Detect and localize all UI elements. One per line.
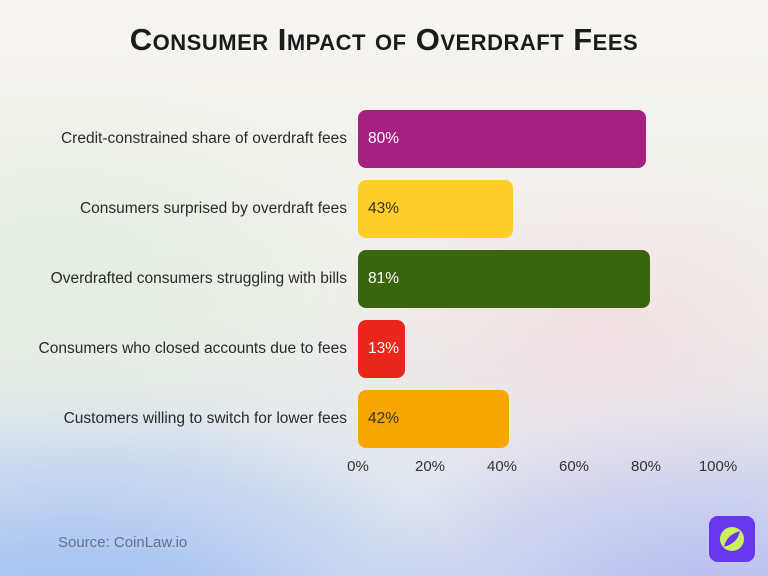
category-label: Overdrafted consumers struggling with bi… bbox=[50, 269, 347, 287]
bar: 13% bbox=[358, 320, 405, 378]
bar: 80% bbox=[358, 110, 646, 168]
x-axis-tick-label: 40% bbox=[486, 458, 518, 475]
source-attribution: Source: CoinLaw.io bbox=[58, 534, 188, 551]
bar: 42% bbox=[358, 390, 510, 448]
bar-track: 81% bbox=[358, 250, 738, 308]
x-axis-tick-label: 100% bbox=[698, 458, 738, 475]
bar-row: Consumers surprised by overdraft fees 43% bbox=[0, 174, 768, 244]
bar-value-label: 81% bbox=[368, 270, 400, 287]
x-axis: 0% 20% 40% 60% 80% 100% bbox=[347, 458, 738, 482]
bar-track: 42% bbox=[358, 390, 738, 448]
coinlaw-logo bbox=[709, 516, 755, 562]
compass-leaf-icon bbox=[720, 527, 744, 551]
bar-value-label: 43% bbox=[368, 200, 400, 217]
bar-track: 80% bbox=[358, 110, 738, 168]
bar-value-label: 80% bbox=[368, 130, 400, 147]
bar-row: Consumers who closed accounts due to fee… bbox=[0, 314, 768, 384]
x-axis-tick-label: 60% bbox=[558, 458, 590, 475]
bar: 43% bbox=[358, 180, 513, 238]
category-label: Consumers who closed accounts due to fee… bbox=[38, 339, 347, 357]
x-axis-tick-label: 20% bbox=[414, 458, 446, 475]
bar-chart: Credit-constrained share of overdraft fe… bbox=[0, 104, 768, 482]
bar-row: Customers willing to switch for lower fe… bbox=[0, 384, 768, 454]
bar-track: 13% bbox=[358, 320, 738, 378]
bar-row: Credit-constrained share of overdraft fe… bbox=[0, 104, 768, 174]
x-axis-tick-label: 80% bbox=[630, 458, 662, 475]
category-label: Customers willing to switch for lower fe… bbox=[63, 409, 347, 427]
bar: 81% bbox=[358, 250, 650, 308]
bar-value-label: 13% bbox=[368, 340, 400, 357]
category-label: Consumers surprised by overdraft fees bbox=[79, 199, 347, 217]
bar-row: Overdrafted consumers struggling with bi… bbox=[0, 244, 768, 314]
category-label: Credit-constrained share of overdraft fe… bbox=[60, 129, 347, 147]
bar-track: 43% bbox=[358, 180, 738, 238]
page-title: Consumer Impact of Overdraft Fees bbox=[129, 22, 639, 57]
x-axis-tick-label: 0% bbox=[347, 458, 369, 475]
bar-value-label: 42% bbox=[368, 410, 400, 427]
bar-rows: Credit-constrained share of overdraft fe… bbox=[0, 104, 768, 454]
